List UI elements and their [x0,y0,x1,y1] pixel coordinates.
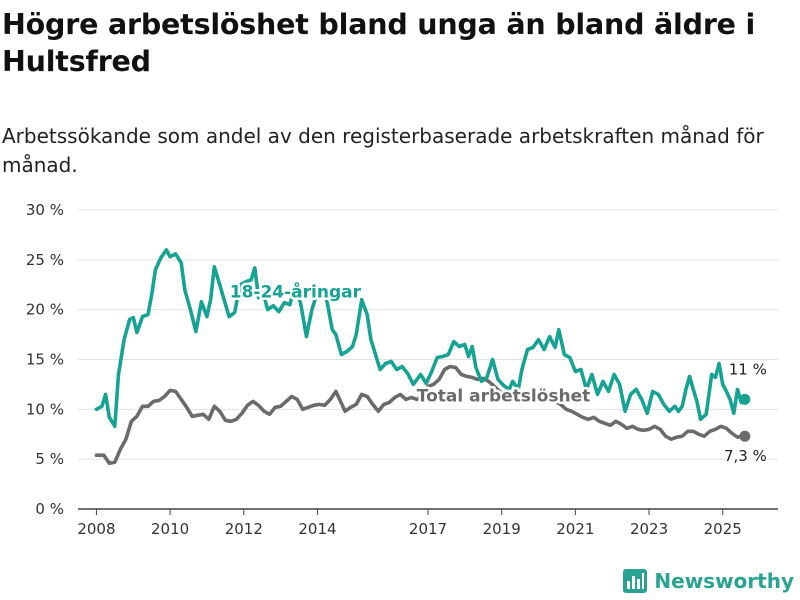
y-tick-label: 5 % [35,450,64,468]
series-end-marker [739,430,751,442]
chart-subtitle: Arbetssökande som andel av den registerb… [2,124,764,177]
x-tick-label: 2019 [483,520,521,538]
y-tick-label: 10 % [26,400,64,418]
x-tick-label: 2017 [409,520,447,538]
x-tick-label: 2010 [151,520,189,538]
series-end-marker [739,393,751,405]
x-tick-label: 2021 [556,520,594,538]
y-tick-label: 0 % [35,500,64,518]
series-name-label: Total arbetslöshet [417,386,591,406]
y-tick-label: 25 % [26,251,64,269]
series-name-label: 18-24-åringar [230,281,362,303]
x-tick-label: 2012 [225,520,263,538]
series-end-label: 7,3 % [724,447,767,465]
series-labels: 18-24-åringar Total arbetslöshet 11 % 7,3 % [227,278,769,467]
newsworthy-brand[interactable]: Newsworthy [622,568,794,594]
x-tick-label: 2008 [77,520,115,538]
y-tick-label: 30 % [26,201,64,219]
page-title: Högre arbetslöshet bland unga än bland ä… [2,8,756,78]
series-end-label: 11 % [729,360,767,378]
series-lines [94,248,751,465]
grid-lines [78,209,778,510]
brand-name: Newsworthy [654,569,794,593]
series-line [94,364,747,465]
x-tick-label: 2025 [704,520,742,538]
y-tick-label: 15 % [26,351,64,369]
axis-ticks: 0 % 5 % 10 % 15 % 20 % 25 % 30 % 2008 2010 2012 20… [26,201,742,538]
newsworthy-logo-icon [623,569,648,593]
x-tick-label: 2014 [298,520,336,538]
series-line [94,248,747,429]
x-tick-label: 2023 [630,520,668,538]
y-tick-label: 20 % [26,301,64,319]
